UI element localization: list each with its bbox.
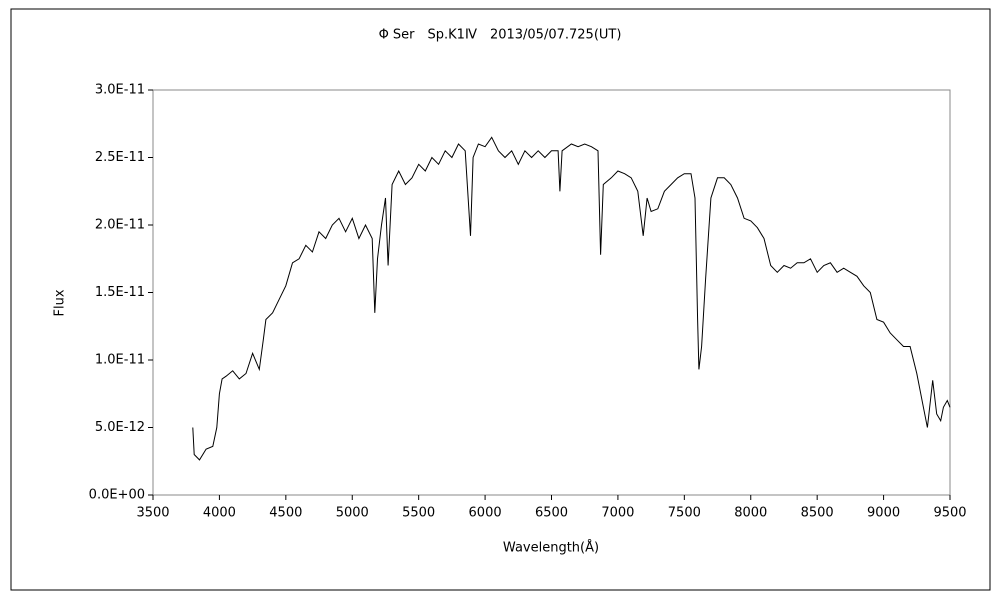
y-tick-label: 2.5E-11 [95,150,145,165]
x-tick-label: 9000 [867,506,900,521]
x-tick-label: 5000 [336,506,369,521]
chart-title: Φ Ser Sp.K1Ⅳ 2013/05/07.725(UT) [379,28,622,43]
x-tick-label: 4500 [269,506,302,521]
x-tick-label: 3500 [136,506,169,521]
spectrum-line [192,136,951,461]
x-tick-label: 7500 [668,506,701,521]
x-tick-label: 8500 [801,506,834,521]
x-tick-label: 6500 [535,506,568,521]
x-axis-label: Wavelength(Å) [503,540,599,556]
y-tick-label: 1.5E-11 [95,285,145,300]
y-axis-label: Flux [53,289,68,316]
x-tick-label: 9500 [933,506,966,521]
x-tick-label: 8000 [734,506,767,521]
y-tick-label: 0.0E+00 [89,488,145,503]
y-tick-label: 1.0E-11 [95,353,145,368]
x-tick-label: 7000 [601,506,634,521]
x-tick-label: 4000 [203,506,236,521]
y-tick-label: 5.0E-12 [95,420,145,435]
x-tick-label: 6000 [469,506,502,521]
y-tick-label: 3.0E-11 [95,83,145,98]
y-tick-label: 2.0E-11 [95,218,145,233]
chart-border [10,8,991,591]
x-tick-label: 5500 [402,506,435,521]
